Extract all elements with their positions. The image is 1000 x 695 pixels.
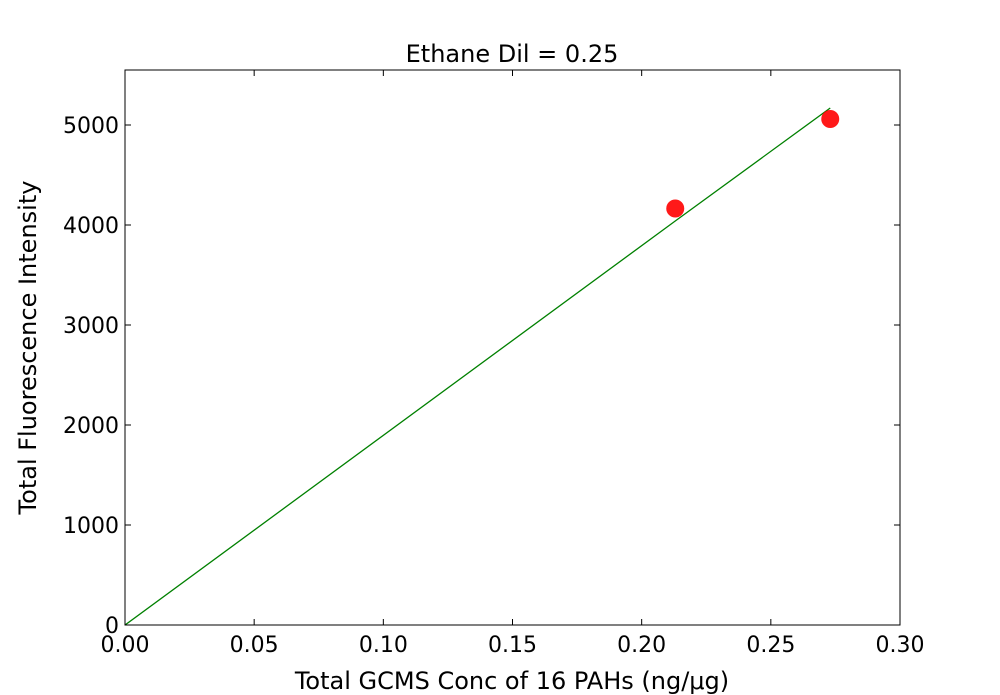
x-tick-label: 0.20	[617, 633, 666, 658]
y-tick-label: 0	[105, 614, 119, 639]
data-point	[821, 110, 840, 128]
x-tick-label: 0.15	[488, 633, 537, 658]
x-tick-label: 0.00	[101, 633, 150, 658]
chart-title: Ethane Dil = 0.25	[406, 40, 619, 68]
plot-area	[124, 107, 840, 626]
x-tick-label: 0.05	[230, 633, 279, 658]
x-tick-label: 0.25	[746, 633, 795, 658]
fit-line	[124, 107, 831, 626]
x-axis-title: Total GCMS Conc of 16 PAHs (ng/μg)	[294, 667, 729, 695]
y-tick-label: 3000	[63, 314, 119, 339]
y-tick-label: 1000	[63, 514, 119, 539]
y-axis-title: Total Fluorescence Intensity	[14, 181, 42, 516]
x-tick-label: 0.10	[359, 633, 408, 658]
y-tick-label: 2000	[63, 414, 119, 439]
x-axis: 0.00 0.05 0.10 0.15 0.20 0.25 0.30	[101, 70, 925, 658]
plot-frame	[124, 69, 901, 626]
data-point	[666, 199, 685, 218]
y-tick-label: 5000	[63, 114, 119, 139]
y-tick-label: 4000	[63, 214, 119, 239]
y-axis: 0 1000 2000 3000 4000 5000	[63, 114, 900, 639]
x-tick-label: 0.30	[876, 633, 925, 658]
